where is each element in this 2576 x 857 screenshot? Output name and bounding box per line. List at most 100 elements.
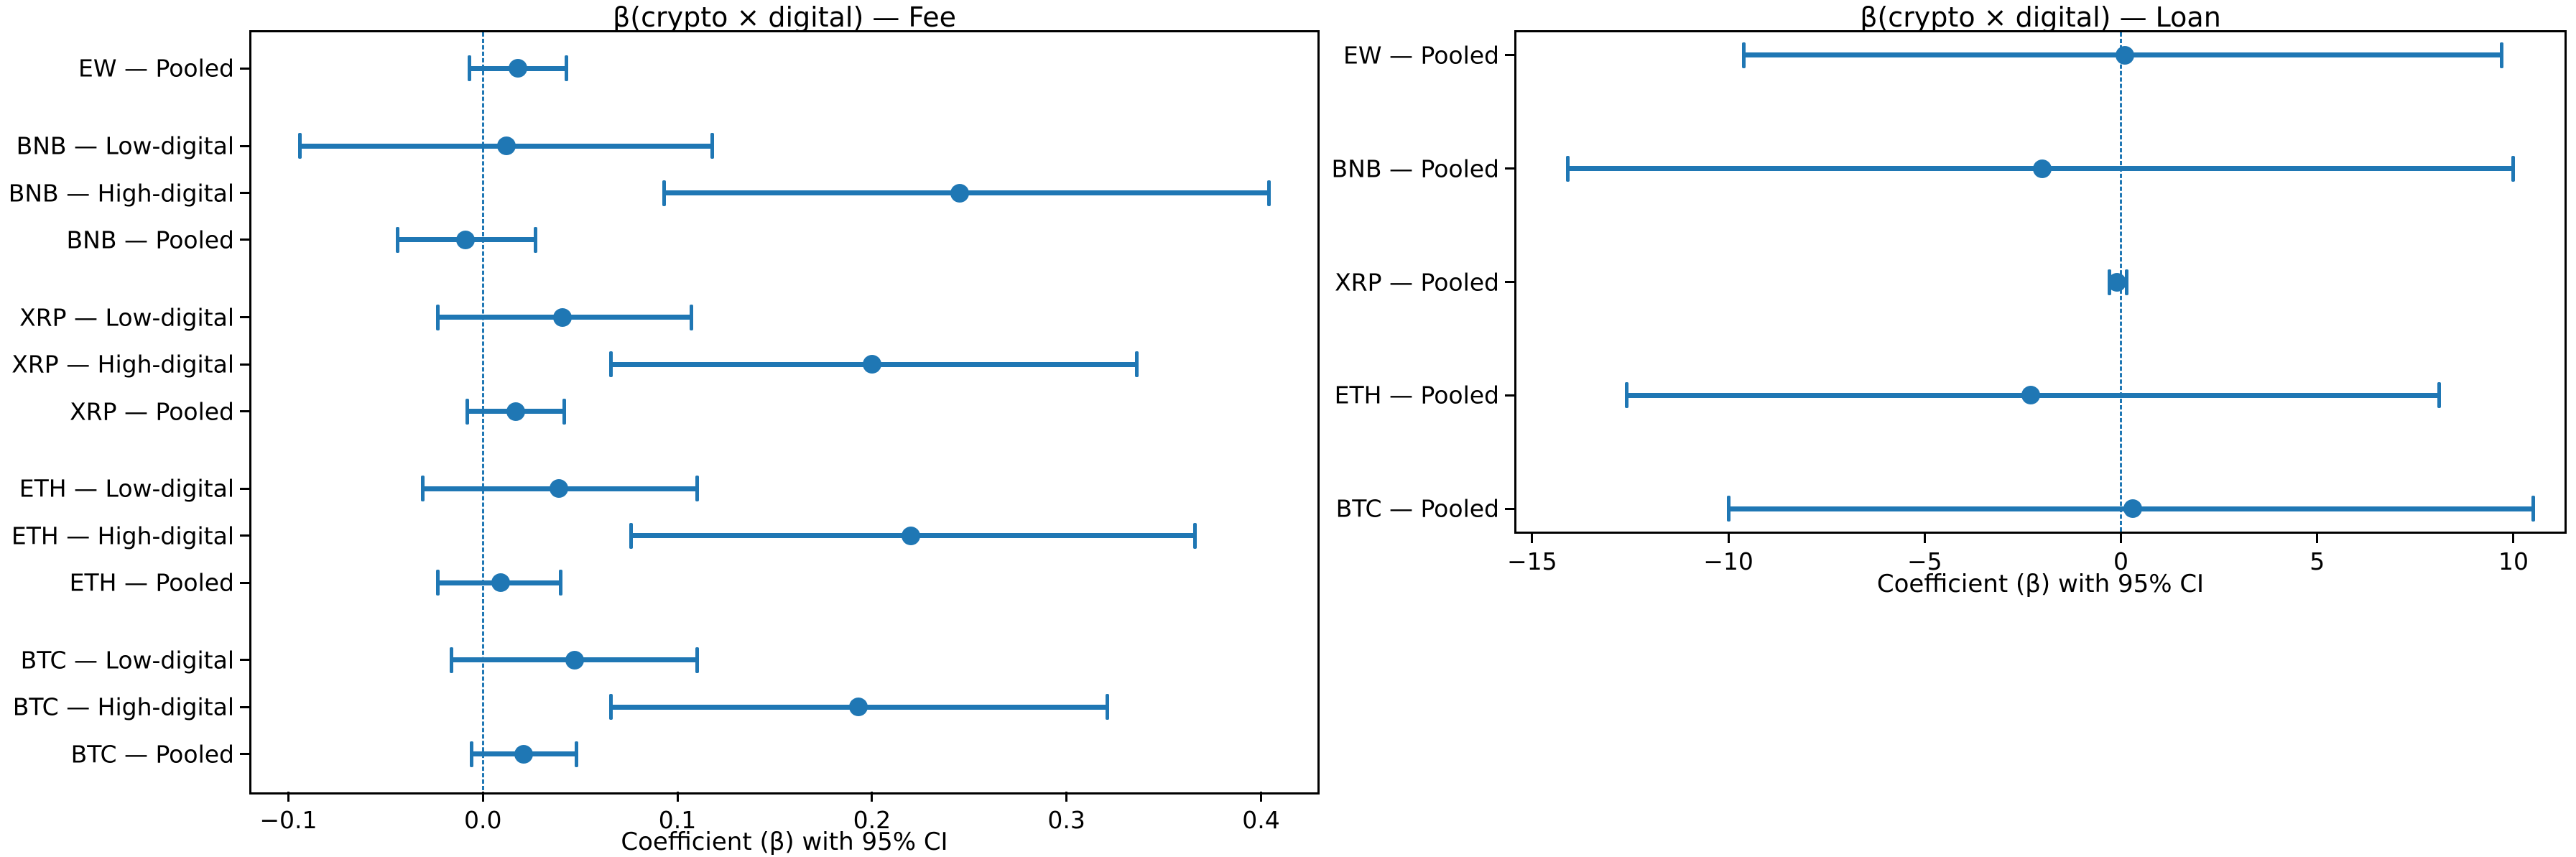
x-tick-label: −0.1: [259, 806, 318, 834]
ci-cap-high: [562, 398, 567, 425]
y-tick-label: BNB — Low-digital: [16, 131, 234, 160]
x-tick-mark: [2512, 533, 2515, 543]
ci-cap-high: [2500, 42, 2504, 68]
point-marker: [514, 744, 534, 764]
point-marker: [455, 230, 475, 249]
x-tick-label: 0.2: [853, 806, 891, 834]
y-tick-mark: [1505, 507, 1515, 510]
y-tick-label: BTC — Low-digital: [20, 646, 234, 675]
x-tick-mark: [1727, 533, 1730, 543]
y-tick-label: ETH — Pooled: [69, 568, 234, 597]
ci-cap-high: [565, 55, 569, 82]
x-axis-label: Coefficient (β) with 95% CI: [1876, 570, 2205, 598]
point-marker: [862, 355, 881, 374]
ci-cap-low: [1726, 496, 1731, 522]
ci-cap-low: [395, 226, 399, 253]
y-tick-mark: [1505, 167, 1515, 170]
x-tick-mark: [871, 792, 874, 802]
x-tick-label: 0.3: [1047, 806, 1085, 834]
y-tick-mark: [240, 238, 250, 241]
ci-cap-low: [629, 522, 633, 549]
y-tick-mark: [240, 753, 250, 756]
x-tick-mark: [1531, 533, 1534, 543]
x-tick-mark: [1923, 533, 1926, 543]
x-tick-mark: [1259, 792, 1262, 802]
y-tick-label: BNB — High-digital: [8, 179, 234, 208]
ci-cap-low: [609, 694, 613, 721]
x-tick-mark: [481, 792, 484, 802]
y-tick-label: XRP — Pooled: [70, 397, 234, 425]
y-tick-mark: [240, 705, 250, 708]
ci-cap-low: [1565, 155, 1570, 182]
point-marker: [509, 59, 527, 78]
x-tick-mark: [2316, 533, 2319, 543]
point-marker: [902, 526, 921, 545]
point-marker: [2033, 159, 2052, 178]
ci-cap-high: [559, 570, 563, 596]
x-tick-label: 10: [2498, 547, 2529, 575]
x-tick-mark: [2120, 533, 2123, 543]
point-marker: [950, 183, 969, 203]
point-marker: [553, 307, 573, 327]
y-tick-label: ETH — Pooled: [1334, 381, 1499, 409]
ci-cap-high: [689, 304, 693, 330]
x-tick-label: −5: [1906, 547, 1942, 575]
plot-axes: [1514, 30, 2567, 534]
plot-axes: [249, 30, 1320, 795]
ci-cap-high: [533, 226, 537, 253]
point-marker: [496, 136, 516, 156]
ci-cap-low: [420, 476, 425, 502]
y-tick-mark: [240, 67, 250, 70]
y-tick-label: XRP — Pooled: [1335, 268, 1499, 296]
y-tick-label: EW — Pooled: [78, 54, 234, 83]
ci-cap-high: [1106, 694, 1110, 721]
point-marker: [2108, 272, 2127, 292]
y-tick-label: ETH — High-digital: [11, 522, 234, 550]
ci-cap-high: [1266, 180, 1271, 206]
ci-cap-high: [2531, 496, 2535, 522]
plot-title: β(crypto × digital) — Fee: [613, 1, 956, 33]
y-tick-label: XRP — High-digital: [11, 350, 234, 379]
point-marker: [491, 573, 510, 593]
ci-cap-low: [609, 351, 613, 378]
ci-cap-low: [450, 647, 454, 673]
y-tick-mark: [240, 192, 250, 195]
ci-cap-high: [1192, 522, 1197, 549]
ci-cap-low: [467, 55, 471, 82]
x-tick-label: 0.0: [464, 806, 502, 834]
ci-cap-low: [465, 398, 470, 425]
x-tick-label: 0.1: [658, 806, 697, 834]
point-marker: [848, 698, 868, 717]
ci-cap-high: [574, 741, 578, 767]
y-tick-mark: [1505, 54, 1515, 57]
y-tick-label: BNB — Pooled: [66, 226, 234, 254]
y-tick-mark: [240, 581, 250, 584]
ci-cap-high: [695, 476, 699, 502]
ci-cap-high: [1134, 351, 1139, 378]
x-tick-mark: [676, 792, 679, 802]
point-marker: [2021, 386, 2040, 405]
x-tick-label: 5: [2309, 547, 2325, 575]
ci-cap-low: [1624, 382, 1628, 409]
y-tick-mark: [240, 534, 250, 537]
y-tick-mark: [240, 487, 250, 490]
ci-cap-low: [469, 741, 473, 767]
y-tick-mark: [240, 144, 250, 147]
ci-cap-high: [2511, 155, 2516, 182]
y-tick-mark: [1505, 281, 1515, 283]
ci-cap-low: [1742, 42, 1746, 68]
ci-cap-high: [710, 133, 715, 159]
x-tick-label: 0: [2113, 547, 2129, 575]
y-tick-mark: [240, 316, 250, 319]
point-marker: [565, 650, 584, 670]
y-tick-label: BTC — High-digital: [12, 692, 234, 721]
point-marker: [2123, 499, 2142, 519]
ci-cap-low: [662, 180, 666, 206]
point-marker: [506, 402, 526, 421]
y-tick-label: BNB — Pooled: [1331, 154, 1499, 183]
x-tick-label: 0.4: [1242, 806, 1280, 834]
ci-cap-high: [2125, 269, 2129, 295]
ci-cap-low: [436, 304, 440, 330]
